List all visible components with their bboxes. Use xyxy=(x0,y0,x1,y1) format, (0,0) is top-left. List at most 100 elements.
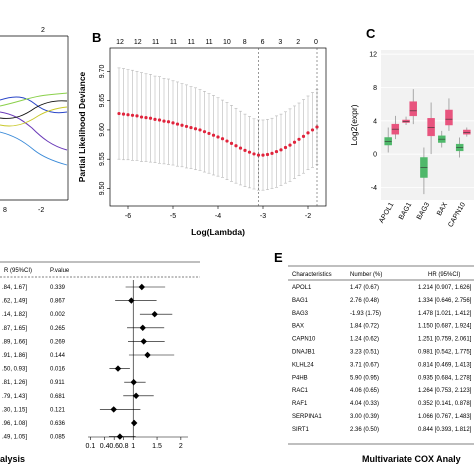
panel-c-y-ticks: -4 0 4 8 12 xyxy=(369,52,377,192)
panel-a-path-purple xyxy=(0,111,68,151)
panel-a-top-tick: 2 xyxy=(41,27,45,34)
panel-e-cell: 3.00 (0.39) xyxy=(350,414,379,420)
panel-c-x-tick-label: BAX xyxy=(436,201,449,217)
panel-c-x-tick-label: CAPN10 xyxy=(447,201,467,228)
panel-d-row-p: 0.016 xyxy=(50,367,66,373)
panel-d-header-hr: R (95%CI) xyxy=(4,268,32,274)
panel-d-hr-diamond xyxy=(138,283,146,291)
panel-b-point xyxy=(292,140,297,144)
panel-b-point xyxy=(157,118,162,122)
panel-b-point xyxy=(171,121,175,125)
panel-b-point xyxy=(162,119,166,123)
panel-b-xlabel: Log(Lambda) xyxy=(191,227,245,237)
panel-b-point xyxy=(283,145,288,150)
panel-e-cell: 4.04 (0.33) xyxy=(350,401,379,407)
panel-b-top-tick: 0 xyxy=(314,39,318,46)
panel-b-label: B xyxy=(92,30,101,45)
panel-c-box xyxy=(463,129,471,135)
panel-b-point xyxy=(189,125,193,130)
panel-e-label: E xyxy=(274,250,283,265)
panel-b-point xyxy=(207,131,211,136)
panel-b-top-tick: 11 xyxy=(205,39,212,46)
panel-d-row-ci: .62, 1.49] xyxy=(2,299,27,305)
panel-b-point xyxy=(148,116,153,120)
panel-d-row-p: 0.681 xyxy=(50,394,66,400)
panel-c-box xyxy=(409,101,417,117)
panel-a-path-lightblue xyxy=(0,131,68,166)
panel-e-cell: 4.06 (0.65) xyxy=(350,388,379,394)
panel-b-top-tick: 11 xyxy=(152,39,159,46)
panel-b-point xyxy=(252,152,256,156)
panel-e-cell: RAF1 xyxy=(292,401,308,407)
panel-b-point xyxy=(270,151,274,155)
panel-b-point xyxy=(135,114,139,118)
panel-d-row-ci: .14, 1.82] xyxy=(2,312,27,318)
panel-d-x-tick-label: 1 xyxy=(131,443,135,450)
panel-e-cell: 0.814 [0.469, 1.413] xyxy=(418,362,472,368)
panel-b-point xyxy=(238,146,243,150)
panel-b-point xyxy=(184,124,189,129)
panel-d-hr-diamond xyxy=(130,379,137,386)
panel-d-row-p: 0.265 xyxy=(50,326,66,332)
panel-d-x-tick-label: 2 xyxy=(179,443,183,450)
panel-b-x-tick-label: -5 xyxy=(170,213,176,220)
panel-b-top-tick: 12 xyxy=(134,39,142,46)
panel-c-grid xyxy=(381,53,474,188)
panel-d-x-tick-label: 1.5 xyxy=(152,443,162,450)
panel-b-point xyxy=(139,115,144,119)
panel-b-x-ticks: -6 -5 -4 -3 -2 xyxy=(125,206,311,220)
panel-c-y-tick-label: 8 xyxy=(373,85,377,92)
panel-e-cell: 3.23 (0.51) xyxy=(350,350,379,356)
panel-b-point xyxy=(247,150,252,154)
panel-c-box xyxy=(427,118,435,137)
panel-b-y-tick-label: 9.60 xyxy=(99,123,106,137)
panel-d-row-ci: .81, 1.26] xyxy=(2,380,27,386)
panel-d-hr-diamond xyxy=(116,433,124,440)
panel-b-point xyxy=(198,128,202,132)
panel-a: 2 8 -2 xyxy=(0,27,69,214)
panel-c-y-tick-label: 4 xyxy=(373,118,377,125)
panel-b-top-tick: 11 xyxy=(188,39,195,46)
panel-d-header-p: P.value xyxy=(50,268,70,274)
panel-e-footer: Multivariate COX Analy xyxy=(362,454,461,464)
panel-d-hr-diamond xyxy=(110,406,117,413)
panel-d-row-ci: .79, 1.43] xyxy=(2,394,27,400)
panel-e-cell: 2.36 (0.50) xyxy=(350,427,379,433)
panel-d-x-tick-label: 0.8 xyxy=(119,443,129,450)
panel-d-row-ci: .84, 1.67] xyxy=(2,285,27,291)
panel-b-point xyxy=(274,149,279,154)
panel-a-path-blue xyxy=(0,96,68,114)
panel-b-top-tick: 2 xyxy=(296,39,300,46)
panel-d-x-tick-label: 0.1 xyxy=(86,443,96,450)
panel-b-top-tick: 12 xyxy=(116,39,124,46)
panel-e-cell: SERPINA1 xyxy=(292,414,322,420)
panel-a-path-green xyxy=(0,92,68,107)
panel-c-ylabel: Log2(expr) xyxy=(349,104,359,145)
panel-d-footer: alysis xyxy=(0,454,25,464)
panel-e-cell: 5.90 (0.95) xyxy=(350,375,379,381)
panel-b-top-tick: 11 xyxy=(170,39,177,46)
panel-b-point xyxy=(144,116,148,120)
panel-c-label: C xyxy=(366,26,376,41)
panel-e-cell: 0.352 [0.141, 0.878] xyxy=(418,401,472,407)
panel-b-point xyxy=(297,137,301,141)
panel-b-x-tick-label: -3 xyxy=(260,213,266,220)
panel-b-point xyxy=(202,130,207,134)
panel-e-cell: 0.935 [0.684, 1.278] xyxy=(418,375,472,381)
panel-b-point xyxy=(121,112,126,116)
panel-b-point xyxy=(211,133,216,137)
panel-b-top-tick: 3 xyxy=(278,39,282,46)
panel-b-y-ticks: 9.50 9.55 9.60 9.65 9.70 xyxy=(99,64,110,195)
panel-e: E Characteristics Number (%) HR (95%CI) … xyxy=(274,250,474,464)
panel-d-row-p: 0.085 xyxy=(50,435,66,441)
panel-c-y-tick-label: 0 xyxy=(373,152,377,159)
panel-d-row-p: 0.002 xyxy=(50,312,66,318)
panel-b-points xyxy=(117,111,319,157)
panel-e-cell: SIRT1 xyxy=(292,427,310,433)
panel-b-ylabel: Partial Likelihood Deviance xyxy=(77,71,87,182)
panel-c-box xyxy=(384,137,392,146)
panel-b-point xyxy=(315,125,319,129)
panel-b-point xyxy=(216,135,220,139)
panel-e-cell: 1.84 (0.72) xyxy=(350,324,379,330)
